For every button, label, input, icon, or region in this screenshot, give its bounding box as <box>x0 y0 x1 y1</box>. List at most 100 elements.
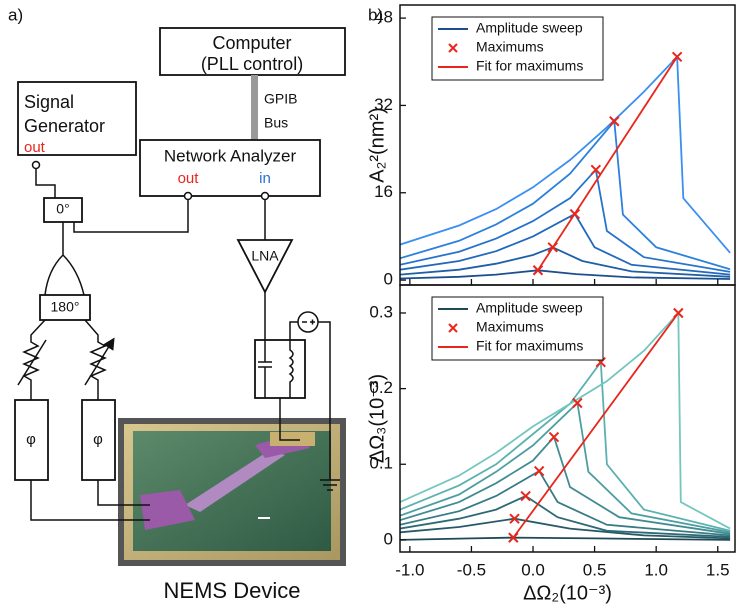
legend: Amplitude sweep Maximums Fit for maximums <box>431 296 604 361</box>
series-line <box>400 246 731 278</box>
chart: 0 0.1 0.2 0.3 -1.0 -0.5 0.0 0.5 1.0 1.5 ΔΩ₃(10⁻³) Δ… <box>366 284 736 604</box>
port-label: out <box>178 170 200 187</box>
wire <box>30 480 150 521</box>
voltage-source <box>297 311 319 333</box>
marker <box>673 307 684 319</box>
legend-label: Fit for maximums <box>476 58 583 74</box>
series-line <box>400 401 731 534</box>
panel-label: a) <box>8 5 23 24</box>
y-tick-label: 16 <box>374 182 393 201</box>
port-label: out <box>24 139 46 156</box>
terminal <box>31 160 41 170</box>
computer-box <box>159 27 346 76</box>
x-tick-label: 1.5 <box>706 560 730 579</box>
legend-label: Maximums <box>476 319 544 335</box>
legend-label: Amplitude sweep <box>476 20 583 36</box>
terminal <box>183 191 193 201</box>
marker <box>533 465 545 477</box>
device-electrode <box>270 432 315 446</box>
x-tick-label: -0.5 <box>457 560 486 579</box>
splitter-box <box>43 197 83 223</box>
device-image <box>133 431 331 551</box>
terminal <box>260 191 270 201</box>
network-analyzer-box <box>139 139 321 197</box>
marker <box>572 397 583 409</box>
panel-label: b) <box>368 5 383 24</box>
y-tick-label: 48 <box>374 8 393 27</box>
legend-marker <box>448 323 458 333</box>
plot-frame <box>399 284 736 553</box>
phase-shifter-label: φ <box>93 431 103 448</box>
y-tick-label: 32 <box>374 95 393 114</box>
legend-label: Maximums <box>476 39 544 55</box>
marker <box>548 431 560 443</box>
bus-label: Bus <box>264 115 288 131</box>
chart: 0 16 32 48 A₂²(nm²) Amplitude sweep Maximums Fi… <box>366 4 736 289</box>
splitter-label: 0° <box>56 201 69 217</box>
legend-box <box>431 296 604 361</box>
x-tick-label: 0.5 <box>583 560 607 579</box>
port-label: in <box>259 170 271 187</box>
signal-generator-label: Signal <box>24 92 74 112</box>
source-sign <box>302 319 315 325</box>
variable-arrow <box>17 340 113 386</box>
series-line <box>400 517 731 540</box>
series-line <box>512 312 680 539</box>
legend: Amplitude sweep Maximums Fit for maximums <box>431 16 604 81</box>
x-axis-label: ΔΩ₂(10⁻³) <box>523 582 612 604</box>
y-tick-label: 0.3 <box>369 302 393 321</box>
marker <box>609 116 620 127</box>
legend-label: Amplitude sweep <box>476 300 583 316</box>
y-tick-label: 0.1 <box>369 454 393 473</box>
bus-label: GPIB <box>264 91 297 107</box>
marker <box>590 164 602 176</box>
amplifier <box>236 239 294 294</box>
wire <box>35 168 266 340</box>
x-tick-label: -1.0 <box>395 560 424 579</box>
bias-tee-box <box>254 339 306 399</box>
gpib-bus <box>251 75 258 140</box>
device-pad <box>140 490 195 530</box>
legend-box <box>431 16 604 81</box>
variable-resistor <box>22 319 107 400</box>
legend-label: Fit for maximums <box>476 338 583 354</box>
hybrid-box <box>39 294 91 321</box>
marker <box>509 513 520 524</box>
y-tick-label: 0 <box>384 270 393 289</box>
signal-generator-box <box>17 81 137 156</box>
y-tick-label: 0 <box>384 529 393 548</box>
phase-shifter-box <box>81 399 116 481</box>
series-line <box>400 310 731 530</box>
legend-marker <box>448 43 458 53</box>
hybrid-label: 180° <box>51 299 80 315</box>
computer-label: Computer <box>212 33 291 53</box>
plot-area <box>400 54 731 280</box>
marker <box>671 51 683 63</box>
series-line <box>400 536 731 541</box>
device-label: NEMS Device <box>164 578 301 603</box>
computer-label: (PLL control) <box>201 54 303 74</box>
series-line <box>400 119 731 271</box>
phase-shifter-label: φ <box>26 431 36 448</box>
series-line <box>400 212 731 276</box>
y-axis-label: ΔΩ₃(10⁻³) <box>366 374 388 463</box>
series-line <box>537 56 678 271</box>
network-analyzer-label: Network Analyzer <box>164 146 297 165</box>
x-tick-label: 1.0 <box>644 560 668 579</box>
signal-generator-label: Generator <box>24 116 105 136</box>
series-line <box>400 167 731 273</box>
marker <box>532 265 544 276</box>
marker <box>547 242 558 253</box>
marker <box>520 490 531 502</box>
wire <box>258 321 340 491</box>
diagram: a) Computer (PLL control) GPIB Bus Signa… <box>8 5 346 603</box>
amplifier-label: LNA <box>251 248 279 264</box>
series-line <box>400 435 731 535</box>
x-tick-label: 0.0 <box>521 560 545 579</box>
y-tick-label: 0.2 <box>369 378 393 397</box>
device-beam <box>185 450 285 512</box>
marker <box>508 532 519 543</box>
y-axis-label: A₂²(nm²) <box>366 107 388 183</box>
series-line <box>400 54 731 254</box>
